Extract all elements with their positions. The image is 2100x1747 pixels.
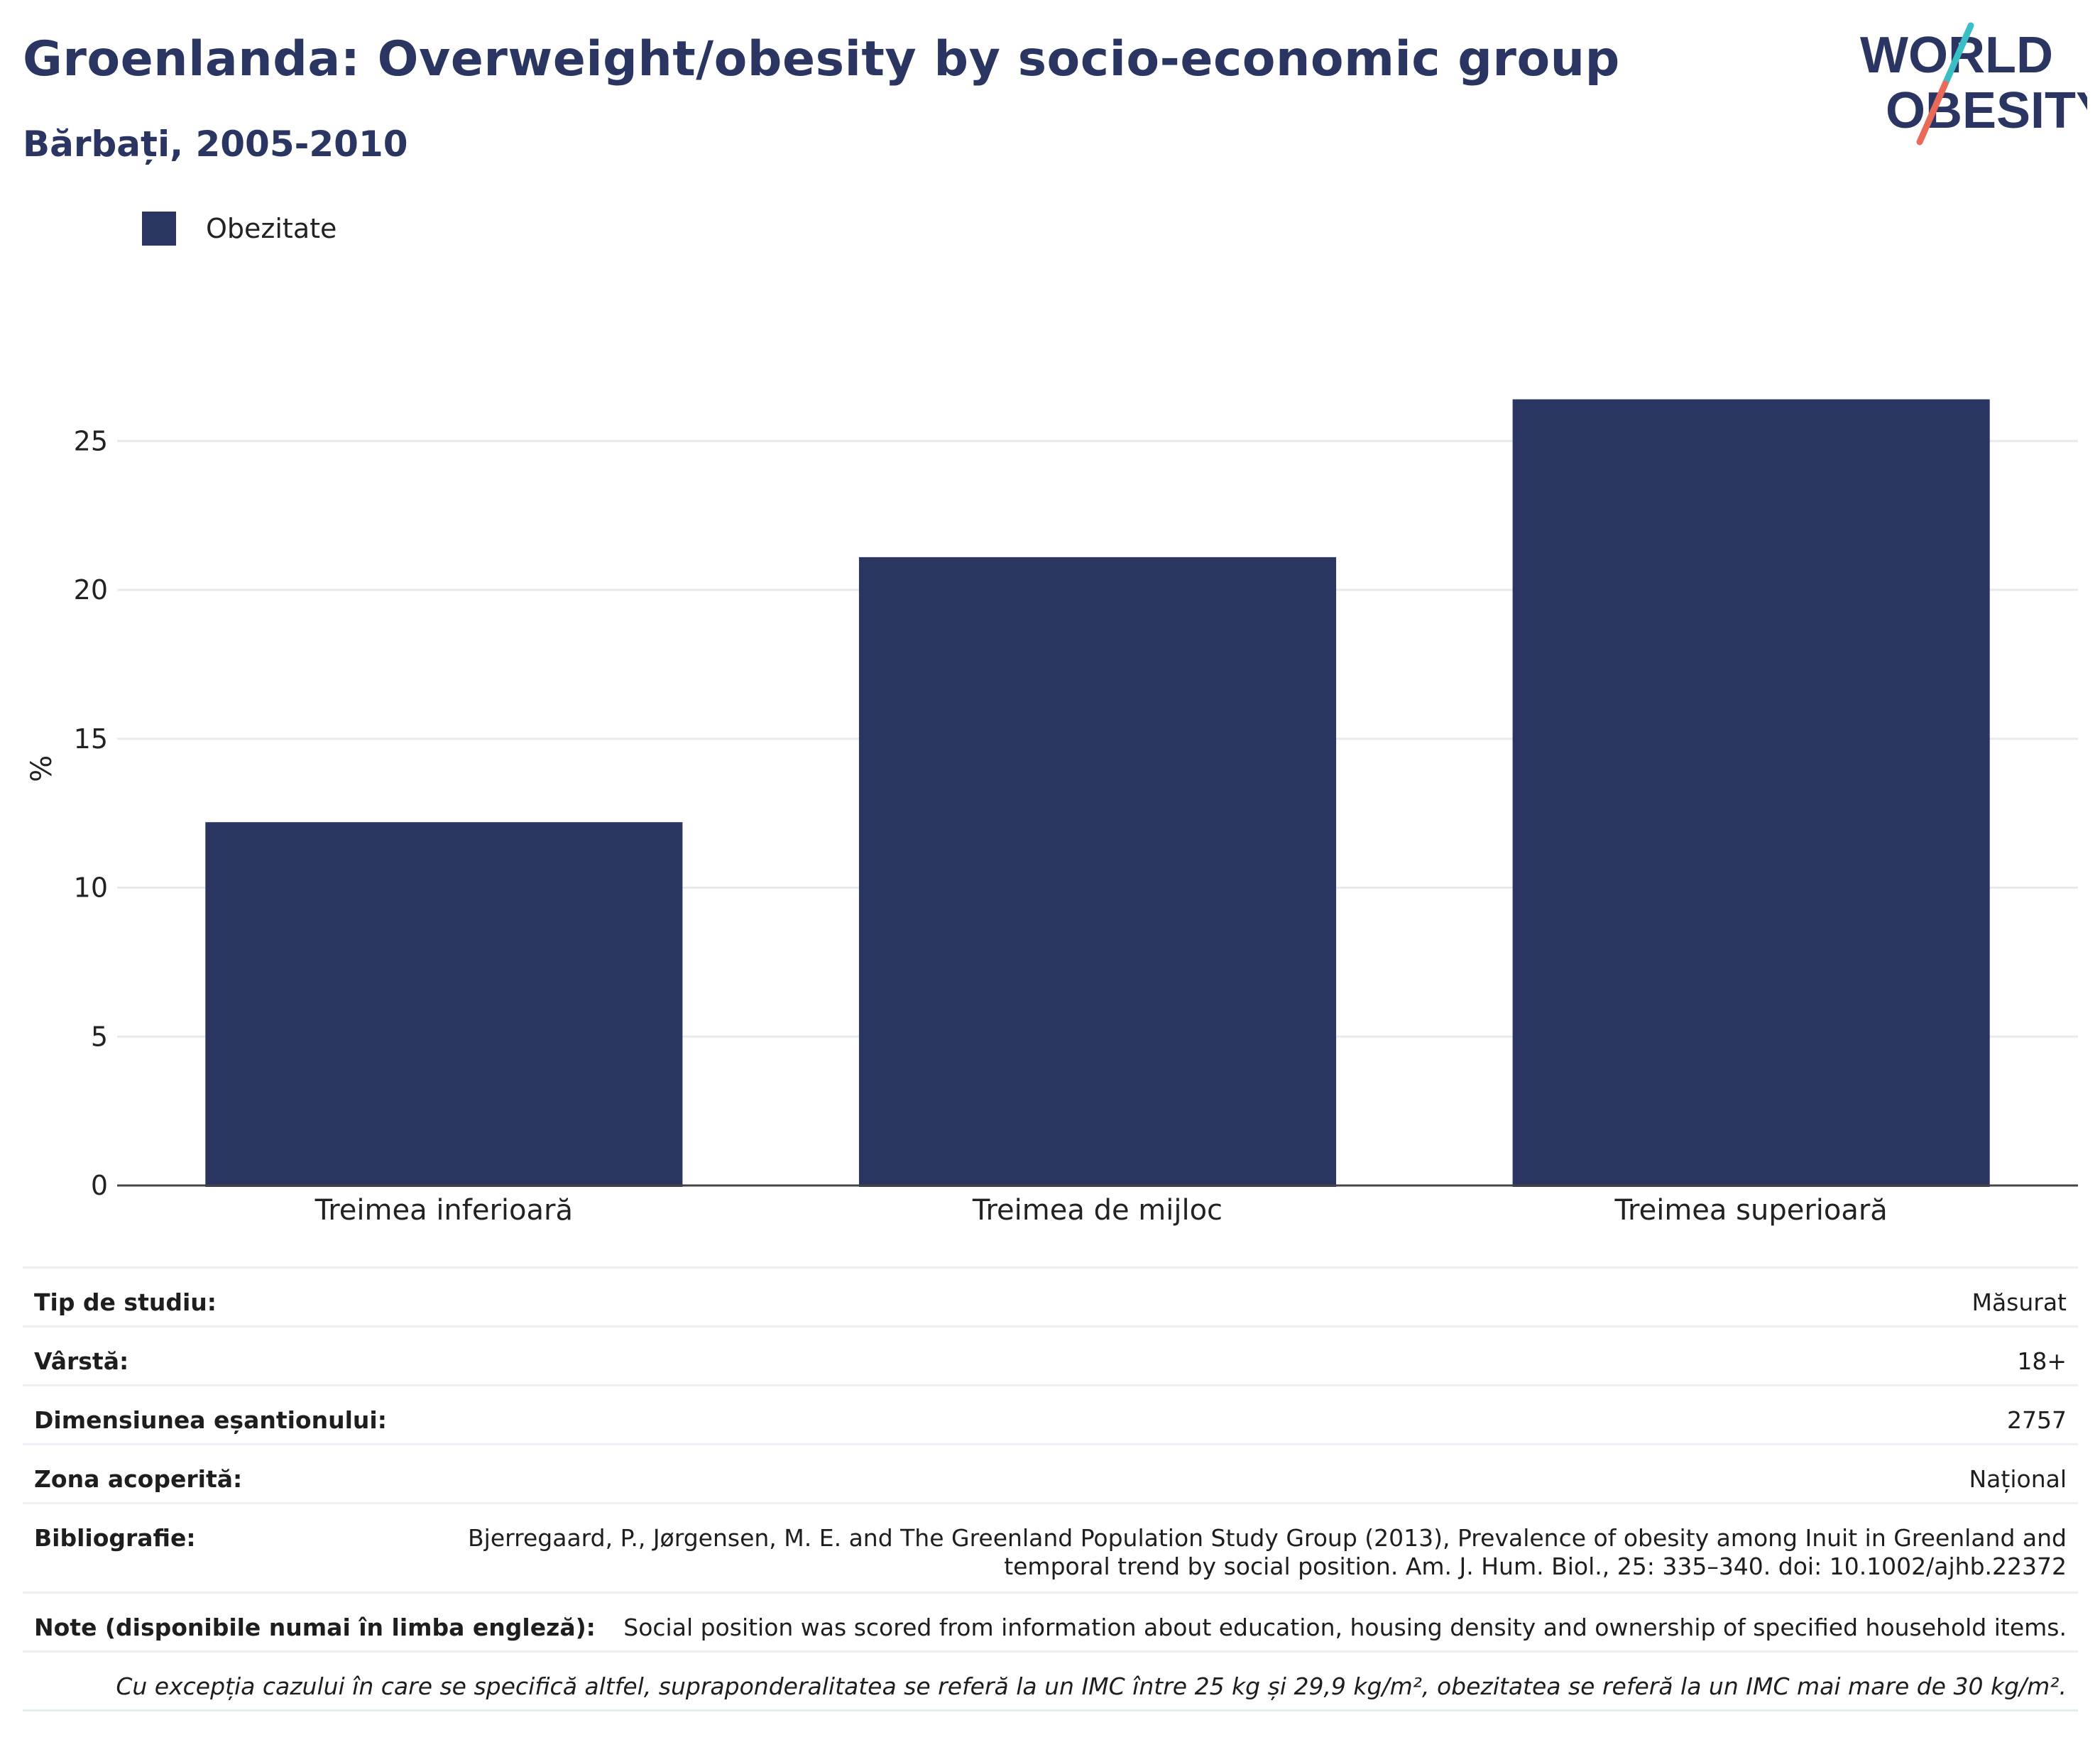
notes-label: Note (disponibile numai în limba engleză… bbox=[34, 1614, 596, 1641]
bibliography-line-2: temporal trend by social position. Am. J… bbox=[1004, 1552, 2067, 1580]
info-row-area: Zona acoperită: Național bbox=[23, 1445, 2078, 1504]
y-tick-label: 20 bbox=[74, 574, 108, 606]
bar bbox=[205, 822, 683, 1187]
legend-label: Obezitate bbox=[206, 213, 337, 244]
sample-size-label: Dimensiunea eșantionului: bbox=[34, 1406, 387, 1434]
info-row-notes: Note (disponibile numai în limba engleză… bbox=[23, 1594, 2078, 1653]
world-obesity-logo: WORLD OBESITY bbox=[1860, 22, 2087, 146]
y-axis-label: % bbox=[26, 755, 58, 782]
x-tick-label: Treimea superioară bbox=[1614, 1194, 1887, 1227]
info-row-age: Vârstă: 18+ bbox=[23, 1327, 2078, 1386]
y-tick-label: 15 bbox=[74, 723, 108, 755]
study-type-label: Tip de studiu: bbox=[34, 1288, 217, 1316]
study-info-table: Tip de studiu: Măsurat Vârstă: 18+ Dimen… bbox=[23, 1266, 2078, 1712]
footnote: Cu excepția cazului în care se specifică… bbox=[116, 1672, 2067, 1700]
x-tick-label: Treimea inferioară bbox=[315, 1194, 573, 1227]
bar bbox=[858, 557, 1337, 1187]
legend-swatch bbox=[142, 212, 176, 246]
info-row-study-type: Tip de studiu: Măsurat bbox=[23, 1269, 2078, 1327]
bar bbox=[1512, 399, 1990, 1187]
y-tick-label: 5 bbox=[91, 1021, 108, 1052]
area-label: Zona acoperită: bbox=[34, 1465, 243, 1493]
logo-line-2: OBESITY bbox=[1886, 82, 2087, 139]
legend: Obezitate bbox=[142, 210, 337, 247]
info-row-footnote: Cu excepția cazului în care se specifică… bbox=[23, 1653, 2078, 1712]
notes-value: Social position was scored from informat… bbox=[623, 1614, 2067, 1641]
chart-title: Groenlanda: Overweight/obesity by socio-… bbox=[23, 31, 1620, 87]
age-value: 18+ bbox=[2017, 1347, 2067, 1375]
age-label: Vârstă: bbox=[34, 1347, 129, 1375]
area-value: Național bbox=[1969, 1465, 2067, 1493]
bibliography-line-1: Bjerregaard, P., Jørgensen, M. E. and Th… bbox=[468, 1524, 2067, 1552]
study-type-value: Măsurat bbox=[1972, 1288, 2067, 1316]
logo-slash-teal bbox=[1942, 22, 1974, 87]
info-row-bibliography: Bibliografie: Bjerregaard, P., Jørgensen… bbox=[23, 1504, 2078, 1594]
y-tick-label: 10 bbox=[74, 872, 108, 904]
x-tick-label: Treimea de mijloc bbox=[972, 1194, 1223, 1227]
bibliography-value: Bjerregaard, P., Jørgensen, M. E. and Th… bbox=[468, 1504, 2067, 1581]
chart-subtitle: Bărbați, 2005-2010 bbox=[23, 124, 408, 165]
info-row-sample-size: Dimensiunea eșantionului: 2757 bbox=[23, 1386, 2078, 1445]
bar-chart: 0 5 10 15 20 25 Treimea inferioară Treimea de m… bbox=[26, 399, 2078, 1227]
sample-size-value: 2757 bbox=[2007, 1406, 2067, 1434]
y-tick-label: 25 bbox=[74, 425, 108, 456]
bibliography-label: Bibliografie: bbox=[34, 1524, 196, 1552]
logo-slash-coral bbox=[1916, 80, 1949, 146]
y-tick-label: 0 bbox=[91, 1170, 108, 1201]
